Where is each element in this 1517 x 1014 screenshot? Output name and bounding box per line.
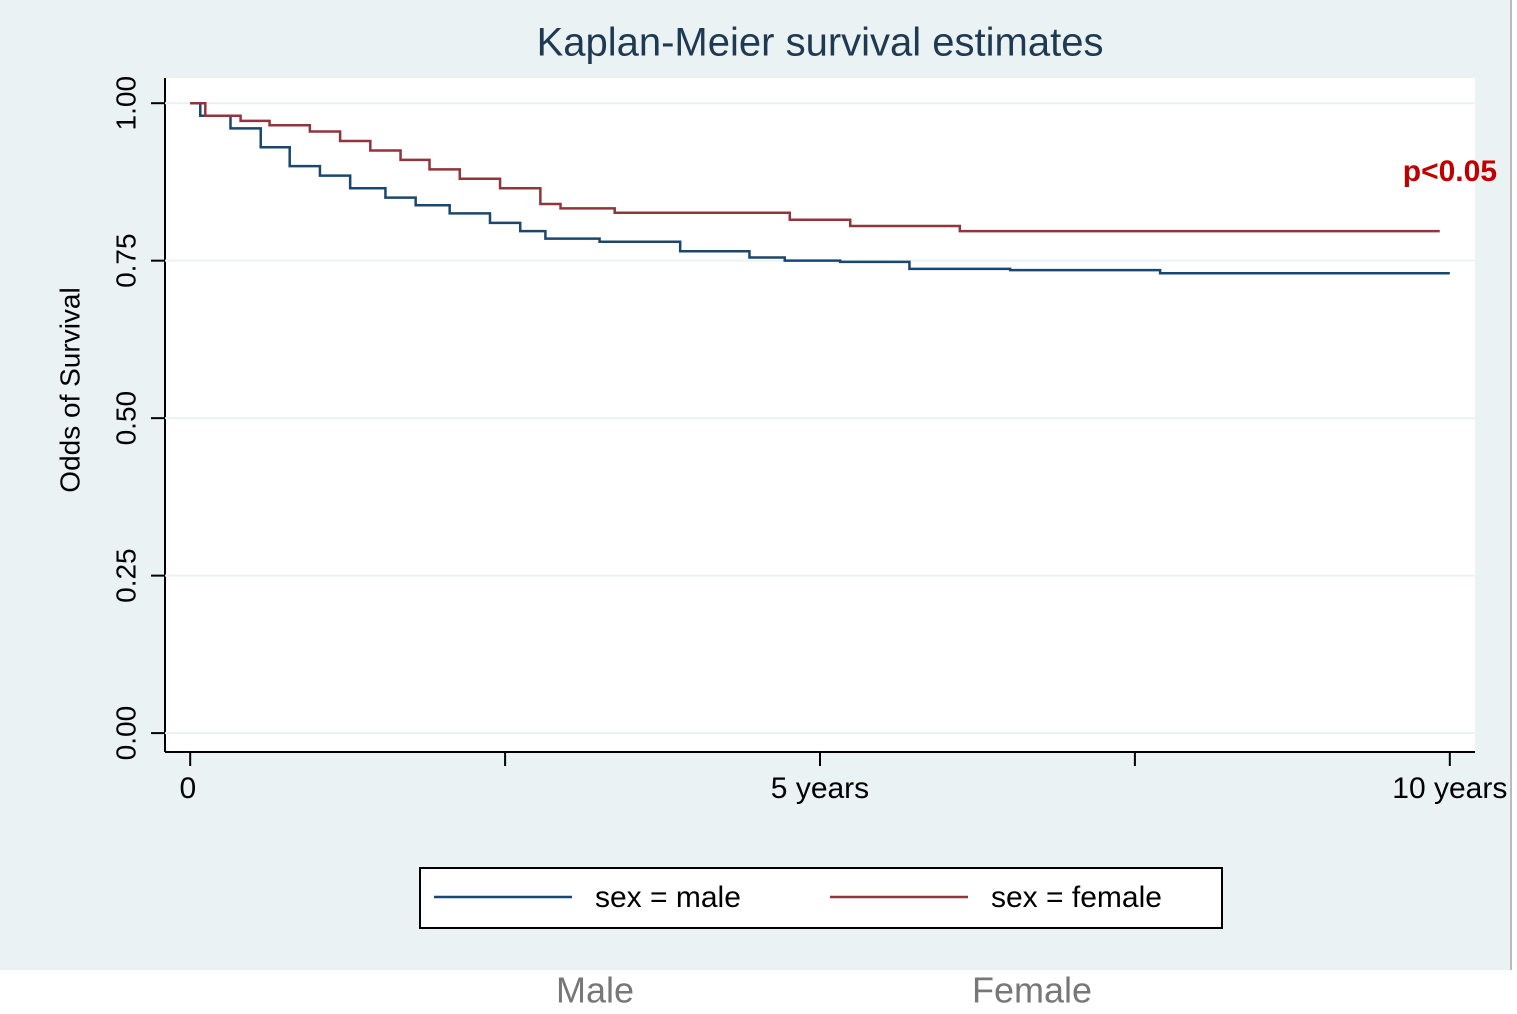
survival-line	[190, 101, 1440, 233]
bottom-label: Male	[556, 970, 634, 1011]
bottom-label: Female	[972, 970, 1092, 1011]
legend-label: sex = female	[991, 881, 1162, 914]
x-tick-label: 0	[180, 772, 197, 805]
y-tick-label: 0.25	[110, 548, 141, 603]
x-tick-label: 5 years	[771, 772, 869, 805]
y-tick-label: 0.00	[110, 706, 141, 761]
y-tick-label: 0.50	[110, 391, 141, 446]
plot-area	[165, 78, 1475, 752]
legend-label: sex = male	[595, 881, 741, 914]
chart-title: Kaplan-Meier survival estimates	[537, 21, 1104, 65]
y-tick-label: 0.75	[110, 233, 141, 288]
y-tick-label: 1.00	[110, 76, 141, 131]
annotation: p<0.05	[1403, 155, 1497, 188]
y-axis-title: Odds of Survival	[54, 287, 85, 492]
survival-line	[190, 101, 1450, 275]
x-tick-label: 10 years	[1392, 772, 1507, 805]
